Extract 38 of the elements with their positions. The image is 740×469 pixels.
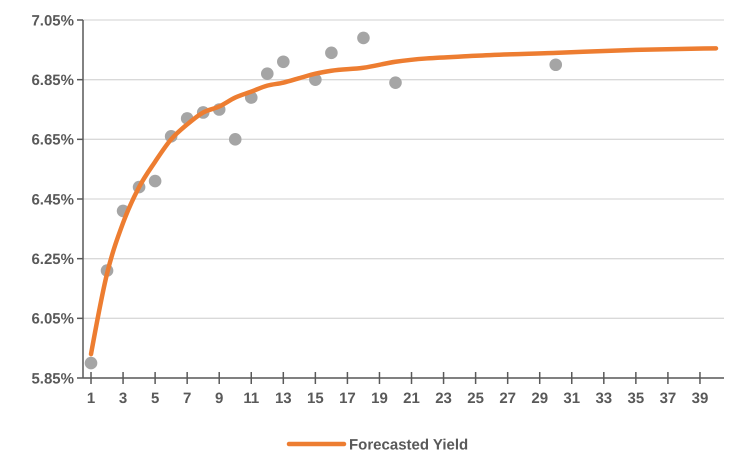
y-tick-label: 7.05% xyxy=(31,12,74,30)
y-tick-label: 6.65% xyxy=(31,132,74,149)
x-tick-label: 7 xyxy=(182,390,192,407)
y-tick-label: 6.45% xyxy=(31,191,74,208)
x-tick-label: 17 xyxy=(339,390,356,407)
x-tick-label: 39 xyxy=(692,390,708,407)
x-tick-label: 21 xyxy=(403,390,420,407)
x-tick-label: 31 xyxy=(563,390,580,407)
x-tick-label: 3 xyxy=(118,390,128,407)
point xyxy=(389,76,402,89)
x-tick-label: 37 xyxy=(660,390,676,407)
x-tick-label: 27 xyxy=(499,390,516,407)
x-tick-label: 13 xyxy=(274,390,292,407)
x-tick-label: 15 xyxy=(307,390,324,407)
x-tick-label: 1 xyxy=(86,390,96,407)
x-tick-label: 19 xyxy=(371,390,388,407)
legend-label: Forecasted Yield xyxy=(349,436,468,454)
x-tick-label: 33 xyxy=(595,390,612,407)
x-tick-label: 25 xyxy=(467,390,484,407)
point xyxy=(277,55,290,68)
x-tick-label: 35 xyxy=(628,390,644,407)
point xyxy=(84,356,98,370)
point xyxy=(549,58,562,72)
x-tick-label: 29 xyxy=(531,390,548,407)
y-tick-label: 6.05% xyxy=(31,310,74,328)
point xyxy=(148,174,162,188)
line-series xyxy=(88,46,718,356)
y-tick-label: 6.85% xyxy=(31,72,74,89)
point xyxy=(325,46,338,60)
y-tick-label: 6.25% xyxy=(31,250,74,268)
point xyxy=(260,67,274,80)
x-tick-label: 23 xyxy=(435,390,452,407)
x-tick-label: 9 xyxy=(215,390,224,407)
point xyxy=(357,32,370,44)
x-tick-label: 5 xyxy=(150,390,160,407)
y-tick-label: 5.85% xyxy=(31,370,74,388)
x-tick-label: 11 xyxy=(243,390,260,407)
point xyxy=(228,133,242,146)
